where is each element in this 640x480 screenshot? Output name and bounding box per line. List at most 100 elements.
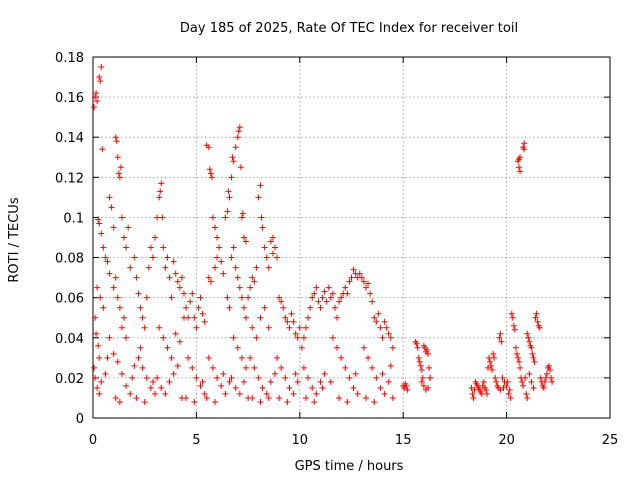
data-point (98, 378, 105, 385)
data-point (377, 384, 384, 391)
data-point (371, 314, 378, 321)
data-point (176, 338, 183, 345)
data-point (207, 170, 214, 177)
data-point (112, 394, 119, 401)
data-point (139, 364, 146, 371)
data-point (209, 364, 216, 371)
data-point (537, 374, 544, 381)
data-point (208, 174, 215, 181)
data-point (383, 324, 390, 331)
data-point (528, 378, 535, 385)
data-point (121, 234, 128, 241)
data-point (516, 164, 523, 171)
data-point (549, 378, 556, 385)
data-point (106, 334, 113, 341)
data-point (491, 354, 498, 361)
data-point (360, 344, 367, 351)
data-point (311, 398, 318, 405)
data-point (510, 322, 517, 329)
data-point (385, 378, 392, 385)
data-point (238, 294, 245, 301)
data-point (389, 344, 396, 351)
data-point (251, 278, 258, 285)
data-point (201, 390, 208, 397)
data-point (164, 344, 171, 351)
data-point (172, 330, 179, 337)
data-point (113, 138, 120, 145)
data-point (226, 194, 233, 201)
data-point (282, 314, 289, 321)
data-point (470, 394, 477, 401)
data-point (487, 358, 494, 365)
data-point (238, 354, 245, 361)
data-point (257, 182, 264, 189)
data-point (193, 324, 200, 331)
data-point (228, 174, 235, 181)
data-point (315, 298, 322, 305)
data-point (367, 290, 374, 297)
data-point (348, 274, 355, 281)
data-point (205, 144, 212, 151)
data-point (162, 390, 169, 397)
y-axis-label: ROTI / TECUs (7, 197, 22, 282)
data-point (284, 398, 291, 405)
data-point (311, 290, 318, 297)
data-point (373, 318, 380, 325)
data-point (423, 346, 430, 353)
data-point (116, 304, 123, 311)
data-point (187, 298, 194, 305)
data-point (426, 364, 433, 371)
data-point (263, 254, 270, 261)
data-point (147, 384, 154, 391)
data-point (116, 398, 123, 405)
data-point (98, 64, 105, 71)
data-point (222, 390, 229, 397)
data-point (526, 370, 533, 377)
data-point (265, 394, 272, 401)
data-point (379, 370, 386, 377)
data-point (338, 354, 345, 361)
data-point (253, 334, 260, 341)
data-point (490, 350, 497, 357)
data-point (336, 394, 343, 401)
data-point (489, 366, 496, 373)
data-point (482, 386, 489, 393)
data-point (505, 390, 512, 397)
data-point (135, 290, 142, 297)
data-point (296, 324, 303, 331)
data-point (536, 324, 543, 331)
data-point (102, 254, 109, 261)
data-point (180, 290, 187, 297)
data-point (114, 154, 121, 161)
data-point (139, 314, 146, 321)
data-point (425, 384, 432, 391)
data-point (499, 374, 506, 381)
data-point (156, 194, 163, 201)
data-point (419, 374, 426, 381)
data-point (232, 144, 239, 151)
data-point (336, 298, 343, 305)
data-point (156, 324, 163, 331)
data-point (115, 170, 122, 177)
data-point (220, 370, 227, 377)
data-point (309, 384, 316, 391)
data-point (160, 244, 167, 251)
data-point (141, 398, 148, 405)
data-point (375, 310, 382, 317)
data-point (263, 390, 270, 397)
data-point (135, 354, 142, 361)
data-point (403, 382, 410, 389)
y-tick-label: 0.02 (55, 372, 84, 387)
data-point (191, 398, 198, 405)
data-point (96, 74, 103, 81)
data-point (516, 358, 523, 365)
data-point (234, 134, 241, 141)
data-point (236, 124, 243, 131)
data-point (478, 390, 485, 397)
data-point (247, 354, 254, 361)
data-point (118, 324, 125, 331)
data-point (157, 188, 164, 195)
data-point (521, 140, 528, 147)
y-tick-label: 0.12 (55, 171, 84, 186)
data-point (235, 128, 242, 135)
